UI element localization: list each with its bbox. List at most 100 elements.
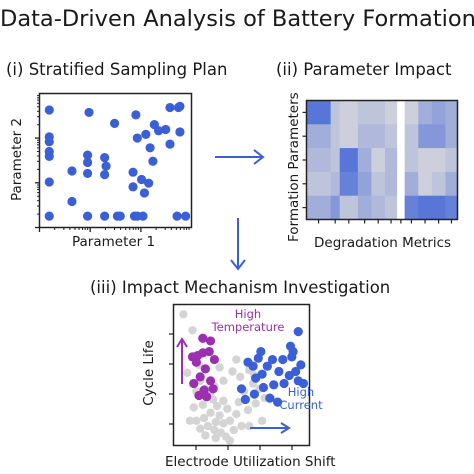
panel-ii-label: (ii) Parameter Impact	[276, 60, 452, 79]
mechanism-point-purple	[205, 336, 216, 346]
sampling-point	[175, 101, 185, 111]
mechanism-ylabel: Cycle Life	[141, 340, 157, 406]
heatmap-cell	[330, 100, 341, 125]
heatmap-cell	[330, 195, 341, 220]
mechanism-point-blue	[236, 384, 247, 394]
mechanism-point-gray	[219, 419, 228, 428]
heatmap-cell	[357, 171, 372, 197]
mechanism-point-gray	[239, 387, 249, 396]
mechanism-point-gray	[179, 310, 188, 319]
heatmap-cell	[397, 171, 406, 197]
mechanism-point-gray	[203, 421, 213, 431]
mechanism-point-gray	[237, 421, 246, 431]
mechanism-point-gray	[245, 421, 254, 431]
sampling-point	[67, 196, 77, 207]
heatmap-cell	[397, 148, 406, 173]
heatmap-cell	[404, 171, 419, 197]
mechanism-point-purple	[187, 352, 198, 362]
panel-i-label: (i) Stratified Sampling Plan	[6, 60, 228, 79]
mechanism-point-gray	[201, 431, 210, 440]
sampling-point	[44, 211, 54, 221]
mechanism-point-gray	[243, 405, 253, 415]
mechanism-point-gray	[234, 397, 244, 407]
mechanism-point-purple	[199, 385, 209, 395]
sampling-point	[83, 211, 93, 221]
sampling-point	[173, 102, 184, 113]
heatmap-cell	[385, 171, 398, 197]
mechanism-point-gray	[183, 368, 192, 378]
heatmap-cell	[404, 100, 419, 125]
mechanism-point-purple	[191, 357, 201, 367]
mechanism-point-gray	[236, 372, 245, 382]
sampling-point	[128, 167, 138, 177]
mechanism-point-gray	[201, 384, 210, 393]
mechanism-point-purple	[202, 392, 212, 402]
heatmap-cell	[431, 148, 446, 173]
heatmap-cell	[306, 171, 332, 197]
sampling-point	[139, 188, 149, 198]
sampling-point	[44, 177, 54, 187]
heatmap-cell	[385, 124, 398, 149]
mechanism-point-purple	[195, 372, 205, 382]
sampling-point	[128, 182, 138, 192]
heatmap-cell	[357, 100, 372, 125]
sampling-ylabel: Parameter 2	[9, 117, 25, 201]
heatmap-axis-ticks	[302, 111, 453, 224]
sampling-xlabel: Parameter 1	[72, 234, 156, 250]
mechanism-point-gray	[208, 395, 218, 404]
mechanism-point-gray	[188, 326, 197, 335]
mechanism-point-gray	[196, 424, 205, 433]
mechanism-point-purple	[205, 376, 216, 386]
sampling-axis-ticks	[35, 95, 190, 232]
heatmap-cell	[418, 124, 433, 149]
sampling-point	[44, 105, 54, 115]
mechanism-point-gray	[219, 396, 228, 405]
mechanism-point-blue	[243, 357, 253, 367]
heatmap-cell	[339, 171, 359, 197]
mechanism-point-blue	[287, 352, 297, 362]
heatmap-cell	[385, 100, 398, 125]
mechanism-point-blue	[251, 373, 261, 383]
heatmap-cell	[306, 100, 332, 125]
high-temperature-line-1: High	[234, 307, 262, 321]
mechanism-point-blue	[284, 370, 294, 381]
heatmap-cell	[445, 100, 458, 125]
sampling-point	[67, 166, 77, 176]
mechanism-point-gray	[199, 413, 209, 423]
mechanism-point-gray	[211, 433, 220, 443]
mechanism-point-gray	[251, 399, 260, 408]
sampling-point	[144, 178, 154, 188]
mechanism-point-gray	[232, 355, 241, 364]
high-current-line-2: Current	[279, 398, 323, 412]
sampling-plot-frame	[38, 92, 193, 229]
mechanism-point-blue	[285, 341, 296, 351]
sampling-point	[161, 124, 171, 135]
heatmap-cell	[404, 124, 419, 149]
heatmap-cell	[339, 124, 359, 149]
mechanism-point-gray	[206, 408, 215, 417]
heatmap-cell	[371, 148, 386, 173]
mechanism-point-blue	[257, 369, 267, 379]
sampling-point	[44, 151, 54, 161]
heatmap-cell	[306, 148, 332, 173]
heatmap-cell	[418, 148, 433, 173]
high-temperature-line-2: Temperature	[211, 320, 285, 334]
mechanism-point-gray	[206, 391, 215, 400]
mechanism-point-blue	[296, 360, 306, 370]
up-arrow-icon	[176, 337, 188, 384]
heatmap-cell	[431, 195, 446, 220]
sampling-point	[44, 146, 54, 157]
mechanism-point-gray	[245, 365, 254, 375]
mechanism-point-blue	[278, 354, 288, 365]
panel-iii-label: (iii) Impact Mechanism Investigation	[90, 278, 391, 297]
mechanism-point-gray	[194, 360, 204, 370]
mechanism-point-gray	[225, 436, 235, 445]
mechanism-point-blue	[240, 394, 250, 405]
sampling-point	[165, 102, 175, 113]
mechanism-point-purple	[209, 354, 220, 365]
mechanism-point-gray	[229, 425, 238, 435]
impact-xlabel: Degradation Metrics	[314, 235, 452, 251]
sampling-point	[129, 211, 140, 221]
heatmap-cell	[404, 148, 419, 173]
impact-ylabel: Formation Parameters	[286, 92, 302, 242]
